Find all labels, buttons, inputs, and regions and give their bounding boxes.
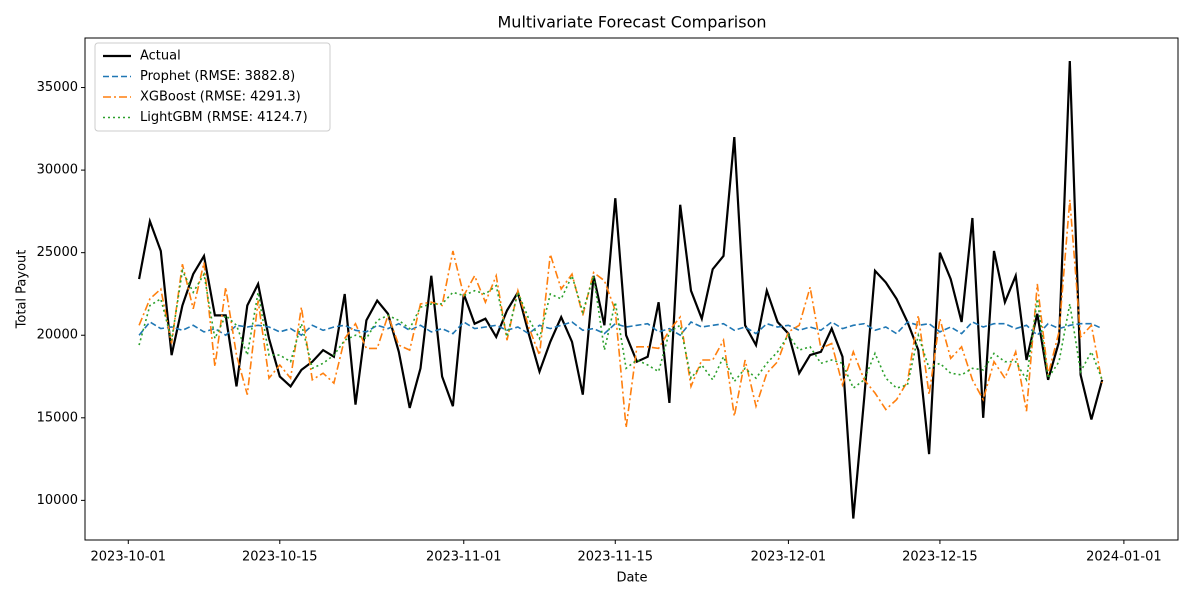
y-tick-label: 35000 xyxy=(37,80,78,95)
legend-label: LightGBM (RMSE: 4124.7) xyxy=(140,110,308,125)
y-tick-label: 15000 xyxy=(37,410,78,425)
series-line xyxy=(138,320,1103,337)
y-tick-label: 20000 xyxy=(37,328,78,343)
y-axis-label: Total Payout xyxy=(15,250,30,330)
legend-label: Prophet (RMSE: 3882.8) xyxy=(140,69,295,84)
plot-frame xyxy=(84,37,1179,541)
x-tick-label: 2023-12-01 xyxy=(751,550,827,565)
y-tick-label: 10000 xyxy=(37,493,78,508)
x-tick-label: 2023-11-01 xyxy=(426,550,502,565)
legend-box xyxy=(94,42,331,132)
series-line xyxy=(138,61,1104,519)
chart-title: Multivariate Forecast Comparison xyxy=(498,13,767,32)
x-tick-label: 2023-12-15 xyxy=(902,550,978,565)
y-tick-label: 30000 xyxy=(37,163,78,178)
legend-label: Actual xyxy=(140,49,181,64)
x-axis-label: Date xyxy=(616,571,647,586)
series-line xyxy=(138,199,1103,428)
legend-label: XGBoost (RMSE: 4291.3) xyxy=(140,90,301,105)
x-tick-label: 2024-01-01 xyxy=(1086,550,1162,565)
y-tick-label: 25000 xyxy=(37,245,78,260)
x-tick-label: 2023-11-15 xyxy=(577,550,653,565)
x-tick-label: 2023-10-15 xyxy=(242,550,318,565)
legend: Actual Prophet (RMSE: 3882.8) XGBoost (RMS… xyxy=(94,42,331,132)
x-tick-label: 2023-10-01 xyxy=(91,550,167,565)
